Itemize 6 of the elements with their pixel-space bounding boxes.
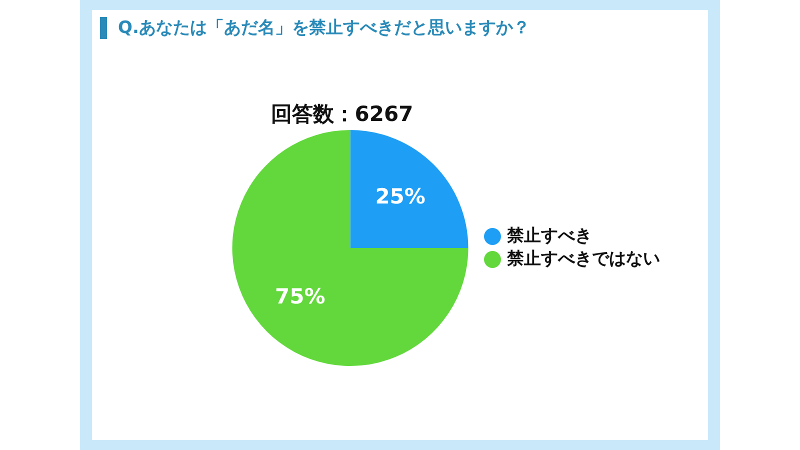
legend-label: 禁止すべきではない [506, 248, 660, 269]
data-label: 25% [375, 184, 426, 208]
data-label: 75% [275, 284, 326, 309]
legend-label: 禁止すべき [506, 226, 592, 246]
chart-subtitle: 回答数：6267 [270, 101, 414, 128]
chart-title: Q.あなたは「あだ名」を禁止すべきだと思いますか？ [118, 17, 530, 39]
